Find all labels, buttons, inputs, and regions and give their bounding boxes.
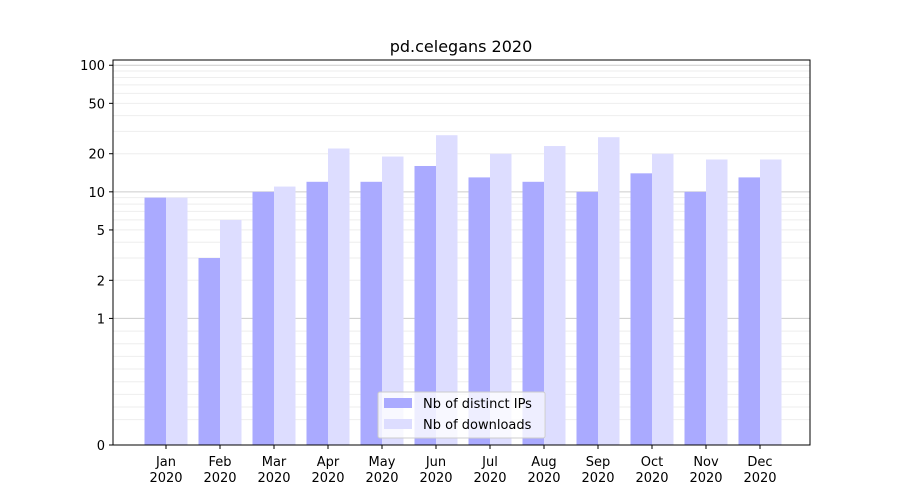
bar-downloads xyxy=(382,156,404,446)
x-tick-label-month: Sep xyxy=(586,455,611,470)
y-tick-label: 0 xyxy=(97,439,105,454)
x-tick-label-month: Jul xyxy=(481,455,498,470)
bar-downloads xyxy=(436,135,458,445)
bar-downloads xyxy=(490,153,512,446)
x-tick-label-year: 2020 xyxy=(365,471,398,486)
x-tick-label-year: 2020 xyxy=(311,471,344,486)
x-tick-label-month: May xyxy=(369,455,396,470)
x-tick-label-month: Mar xyxy=(262,455,287,470)
y-axis: 0 1 2 5 10 20 50 100 xyxy=(80,59,113,454)
bar-downloads xyxy=(706,159,728,445)
x-tick-label-year: 2020 xyxy=(203,471,236,486)
x-tick-label-month: Apr xyxy=(317,455,340,470)
bar-downloads xyxy=(220,219,242,445)
bar-downloads xyxy=(652,153,674,446)
plot-frame xyxy=(112,59,811,446)
x-tick-label-month: Nov xyxy=(693,455,719,470)
bar-distinct-ips xyxy=(522,181,544,445)
legend-box xyxy=(377,391,546,439)
x-tick-label-month: Dec xyxy=(747,455,772,470)
x-tick-label-year: 2020 xyxy=(149,471,182,486)
x-tick-label-month: Jun xyxy=(425,455,446,470)
legend-label-distinct-ips: Nb of distinct IPs xyxy=(423,397,532,412)
bar-distinct-ips xyxy=(684,191,706,445)
chart-title: pd.celegans 2020 xyxy=(390,37,533,56)
y-tick-label: 2 xyxy=(97,274,105,289)
bar-downloads xyxy=(544,146,566,445)
bar-distinct-ips xyxy=(306,181,328,445)
x-axis: Jan2020Feb2020Mar2020Apr2020May2020Jun20… xyxy=(149,445,777,486)
bar-distinct-ips xyxy=(252,191,274,445)
y-tick-label: 10 xyxy=(88,186,105,201)
legend: Nb of distinct IPs Nb of downloads xyxy=(377,391,546,439)
x-tick-label-year: 2020 xyxy=(689,471,722,486)
x-tick-label-year: 2020 xyxy=(257,471,290,486)
x-tick-label-year: 2020 xyxy=(581,471,614,486)
bar-distinct-ips xyxy=(198,258,220,445)
x-tick-label-year: 2020 xyxy=(473,471,506,486)
legend-swatch-downloads xyxy=(384,419,412,429)
legend-label-downloads: Nb of downloads xyxy=(423,418,532,433)
bar-distinct-ips xyxy=(738,177,760,446)
bar-downloads xyxy=(274,186,296,446)
bar-distinct-ips xyxy=(468,177,490,446)
x-tick-label-year: 2020 xyxy=(743,471,776,486)
x-tick-label-year: 2020 xyxy=(419,471,452,486)
y-tick-label: 50 xyxy=(88,97,105,112)
x-tick-label-year: 2020 xyxy=(635,471,668,486)
bar-downloads xyxy=(598,137,620,446)
y-tick-label: 20 xyxy=(88,148,105,163)
x-tick-label-year: 2020 xyxy=(527,471,560,486)
x-tick-label-month: Oct xyxy=(641,455,663,470)
legend-swatch-distinct-ips xyxy=(384,398,412,408)
x-tick-label-month: Jan xyxy=(155,455,176,470)
bar-downloads xyxy=(328,148,350,445)
x-tick-label-month: Feb xyxy=(208,455,231,470)
bar-downloads xyxy=(166,197,188,445)
y-tick-label: 100 xyxy=(80,59,105,74)
bar-distinct-ips xyxy=(144,197,166,445)
bar-distinct-ips xyxy=(414,165,436,446)
bar-distinct-ips xyxy=(360,181,382,445)
bar-distinct-ips xyxy=(576,191,598,445)
bar-distinct-ips xyxy=(630,173,652,445)
bar-downloads xyxy=(760,159,782,445)
bars xyxy=(144,135,782,446)
y-tick-label: 1 xyxy=(97,312,105,327)
y-tick-label: 5 xyxy=(97,224,105,239)
x-tick-label-month: Aug xyxy=(531,455,556,470)
